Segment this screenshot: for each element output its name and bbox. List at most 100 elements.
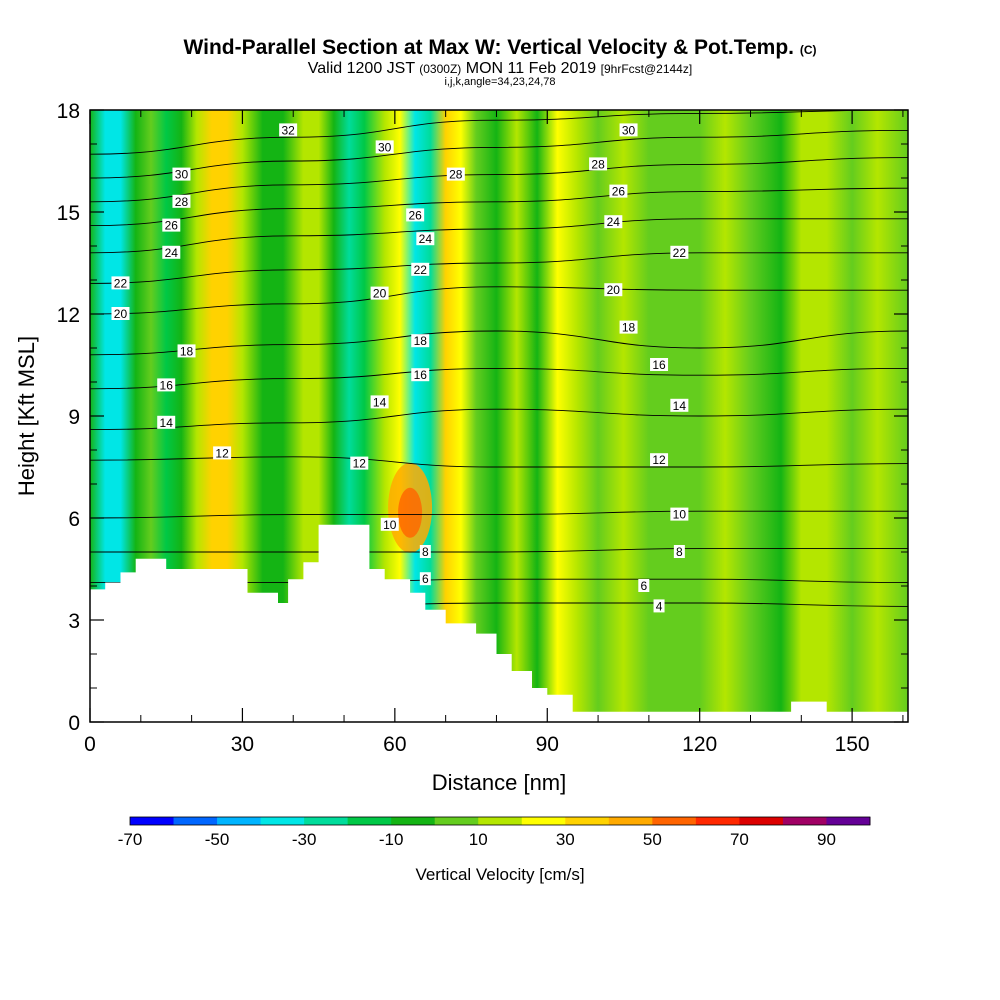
contour-label-box (279, 123, 298, 137)
contour-label-box (670, 507, 689, 521)
contour-label: 22 (414, 263, 428, 277)
y-tick-label: 0 (68, 712, 80, 735)
colorbar-swatch (608, 817, 653, 825)
contour-label: 20 (607, 283, 621, 297)
theta-contour-28 (90, 157, 908, 203)
contour-label: 12 (215, 446, 229, 460)
theta-contour-24 (90, 218, 908, 254)
contour-label-box (419, 572, 431, 586)
contour-label-box (157, 378, 176, 392)
contour-label-box (172, 194, 191, 208)
contour-label: 32 (281, 123, 295, 137)
colorbar-swatch (304, 817, 349, 825)
contour-label-box (162, 245, 181, 259)
theta-contour-18 (90, 330, 908, 356)
colorbar-swatch (521, 817, 566, 825)
contour-label-box (673, 545, 685, 558)
contour-label: 14 (160, 416, 174, 430)
contour-label: 26 (165, 219, 179, 233)
contour-label: 4 (656, 599, 663, 613)
colorbar-tick-label: -30 (292, 830, 317, 849)
theta-contour-22 (90, 252, 908, 284)
contour-label: 28 (175, 195, 189, 209)
colorbar-frame (129, 816, 871, 826)
colorbar-tick-label: -10 (379, 830, 404, 849)
title-mark: (C) (799, 43, 817, 57)
contour-label-box (411, 368, 430, 382)
theta-contour-32 (90, 110, 908, 155)
contour-label: 30 (378, 140, 392, 154)
contour-label-box (653, 599, 665, 613)
contour-label: 10 (673, 508, 687, 522)
contour-label: 30 (175, 168, 189, 182)
contour-label-box (111, 307, 130, 320)
contour-label: 16 (160, 378, 174, 392)
contour-label: 22 (114, 276, 128, 290)
max-updraft-center (398, 487, 423, 538)
x-tick-label: 60 (383, 733, 406, 756)
contour-label-box (411, 334, 430, 348)
colorbar-tick-label: -50 (205, 830, 230, 849)
contour-label-box (411, 262, 430, 276)
contour-label: 10 (383, 518, 397, 532)
terrain (90, 524, 908, 722)
contour-label-box (111, 276, 130, 290)
colorbar-swatch (652, 817, 697, 825)
colorbar: -70 -50 -30 -10 10 30 50 70 90 (118, 816, 871, 849)
contour-label-box (370, 395, 389, 409)
forecast-info: [9hrFcst@2144z] (600, 62, 693, 76)
x-tick-label: 0 (84, 733, 96, 756)
contour-label: 24 (419, 232, 433, 246)
chart-subtitle: Valid 1200 JST (0300Z) MON 11 Feb 2019 [… (0, 60, 1000, 78)
contour-label-box (604, 215, 623, 229)
contour-label: 20 (373, 287, 387, 301)
zulu-time: (0300Z) (419, 62, 462, 76)
x-tick-label: 90 (536, 733, 559, 756)
contour-label-box (350, 456, 369, 470)
contour-label-box (172, 167, 191, 181)
contour-label: 14 (373, 395, 387, 409)
colorbar-swatch (695, 817, 740, 825)
contour-label-box (589, 157, 608, 171)
chart-indices: i,j,k,angle=34,23,24,78 (444, 76, 556, 88)
contour-label: 12 (353, 457, 367, 471)
contour-label-box (157, 415, 176, 429)
contour-label: 26 (408, 208, 422, 222)
contour-label: 26 (612, 185, 626, 199)
colorbar-tick-label: 10 (469, 830, 488, 849)
contour-label: 12 (652, 453, 666, 467)
theta-contour-10 (90, 510, 908, 519)
theta-contour-14 (90, 408, 908, 431)
colorbar-label: Vertical Velocity [cm/s] (415, 865, 584, 884)
valid-time: Valid 1200 JST (307, 60, 415, 77)
contour-label: 30 (622, 123, 636, 137)
contour-label: 22 (673, 246, 687, 260)
colorbar-tick-label: 30 (556, 830, 575, 849)
contour-label: 18 (180, 344, 194, 358)
contour-label-box (419, 545, 431, 558)
y-tick-label: 9 (68, 406, 80, 429)
contour-label-box (609, 184, 628, 198)
y-tick-label: 3 (68, 610, 80, 633)
contour-label-box (650, 358, 669, 371)
colorbar-swatch (260, 817, 305, 825)
y-axis-label: Height [Kft MSL] (14, 336, 39, 496)
theta-contour-8 (90, 548, 908, 553)
colorbar-swatch (173, 817, 218, 825)
x-tick-label: 30 (231, 733, 254, 756)
contour-label: 28 (449, 168, 463, 182)
contour-label-box (380, 517, 399, 531)
contour-label: 28 (591, 157, 605, 171)
contour-label: 20 (114, 307, 128, 321)
colorbar-tick-label: -70 (118, 830, 143, 849)
contour-label: 8 (422, 545, 429, 559)
y-tick-label: 12 (57, 304, 80, 327)
contour-label-box (177, 344, 196, 358)
colorbar-swatch (782, 817, 827, 825)
contour-label-box (619, 320, 638, 334)
contour-label-box (604, 283, 623, 297)
contour-label: 8 (676, 545, 683, 559)
contour-label-box (406, 208, 425, 222)
chart-title: Wind-Parallel Section at Max W: Vertical… (0, 36, 1000, 60)
contour-label-box (416, 232, 435, 246)
